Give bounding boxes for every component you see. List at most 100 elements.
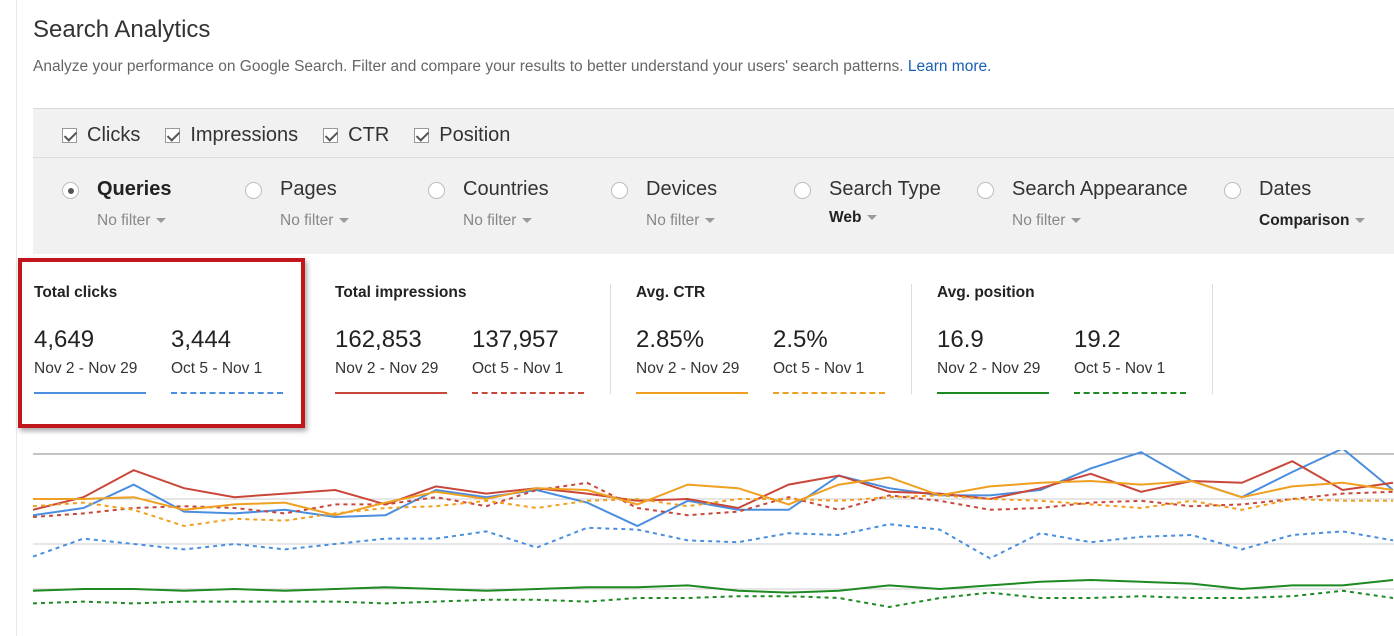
stat-previous-value: 3,444 (171, 326, 232, 353)
stat-previous: 19.2 Oct 5 - Nov 1 (1074, 326, 1165, 378)
stat-previous-value: 137,957 (472, 326, 559, 353)
stat-current-range: Nov 2 - Nov 29 (636, 360, 740, 377)
chart-grid (33, 453, 1394, 590)
series-line-position-previous (33, 589, 1394, 609)
filter-value: No filter (280, 212, 334, 229)
dimension-label: Pages (280, 178, 337, 200)
stat-previous-range: Oct 5 - Nov 1 (472, 360, 564, 377)
stat-current-value: 162,853 (335, 326, 422, 353)
dimension-filter-dropdown[interactable]: Comparison (1259, 212, 1366, 230)
checkbox-checked-icon[interactable] (165, 127, 181, 143)
page-left-border (16, 0, 17, 636)
dimension-label: Dates (1259, 178, 1312, 200)
series-line-impressions-current (33, 460, 1394, 511)
dimension-label: Search Type (829, 178, 941, 200)
dimension-filter-dropdown[interactable]: No filter (646, 212, 716, 230)
stat-previous: 2.5% Oct 5 - Nov 1 (773, 326, 864, 378)
dimension-filter-dropdown[interactable]: Web (829, 209, 878, 227)
stat-previous: 3,444 Oct 5 - Nov 1 (171, 326, 262, 378)
series-line-clicks-current (33, 450, 1394, 528)
radio-unselected-icon[interactable] (1224, 182, 1241, 199)
stat-current-range: Nov 2 - Nov 29 (937, 360, 1041, 377)
stat-separator (1212, 284, 1213, 394)
stat-previous-range: Oct 5 - Nov 1 (1074, 360, 1166, 377)
position-checkbox-label: Position (439, 123, 511, 146)
clicks-checkbox[interactable]: Clicks (62, 124, 140, 147)
performance-chart (33, 450, 1394, 609)
filter-value: No filter (97, 212, 151, 229)
stat-current-value: 2.85% (636, 326, 705, 353)
radio-unselected-icon[interactable] (794, 182, 811, 199)
stat-current-value: 16.9 (937, 326, 984, 353)
stat-previous-range: Oct 5 - Nov 1 (171, 360, 263, 377)
legend-line-solid (636, 392, 748, 394)
caret-down-icon (1355, 218, 1366, 224)
caret-down-icon (705, 218, 716, 224)
caret-down-icon (339, 218, 350, 224)
dimension-filter-dropdown[interactable]: No filter (280, 212, 350, 230)
position-checkbox[interactable]: Position (414, 124, 510, 147)
caret-down-icon (522, 218, 533, 224)
series-line-position-current (33, 578, 1394, 594)
caret-down-icon (867, 215, 878, 221)
stat-current: 4,649 Nov 2 - Nov 29 (34, 326, 137, 378)
stat-previous-value: 2.5% (773, 326, 828, 353)
stat-title: Total clicks (34, 284, 118, 301)
stat-current-range: Nov 2 - Nov 29 (34, 360, 138, 377)
checkbox-checked-icon[interactable] (323, 127, 339, 143)
dimension-label: Queries (97, 178, 172, 200)
stat-title: Total impressions (335, 284, 467, 301)
legend-line-solid (34, 392, 146, 394)
legend-line-dashed (472, 392, 584, 394)
metric-toggles: Clicks Impressions CTR Position (62, 122, 535, 148)
checkbox-checked-icon[interactable] (414, 127, 430, 143)
dimension-filter-dropdown[interactable]: No filter (1012, 212, 1082, 230)
radio-unselected-icon[interactable] (428, 182, 445, 199)
dimension-filter-dropdown[interactable]: No filter (97, 212, 167, 230)
radio-unselected-icon[interactable] (977, 182, 994, 199)
caret-down-icon (156, 218, 167, 224)
highlight-box (18, 258, 305, 428)
stat-separator (610, 284, 611, 394)
radio-unselected-icon[interactable] (245, 182, 262, 199)
stat-previous-range: Oct 5 - Nov 1 (773, 360, 865, 377)
stat-current-value: 4,649 (34, 326, 95, 353)
impressions-checkbox[interactable]: Impressions (165, 124, 298, 147)
learn-more-link[interactable]: Learn more. (907, 58, 992, 75)
dimension-label: Search Appearance (1012, 178, 1188, 200)
filter-value: Comparison (1259, 212, 1350, 229)
legend-line-dashed (773, 392, 885, 394)
ctr-checkbox[interactable]: CTR (323, 124, 389, 147)
stat-title: Avg. CTR (636, 284, 706, 301)
clicks-checkbox-label: Clicks (87, 123, 141, 146)
stat-title: Avg. position (937, 284, 1035, 301)
legend-line-solid (937, 392, 1049, 394)
stat-separator (911, 284, 912, 394)
stat-current: 2.85% Nov 2 - Nov 29 (636, 326, 739, 378)
filter-value: No filter (1012, 212, 1066, 229)
ctr-checkbox-label: CTR (348, 123, 390, 146)
page-subtitle: Analyze your performance on Google Searc… (33, 58, 991, 76)
legend-line-solid (335, 392, 447, 394)
checkbox-checked-icon[interactable] (62, 127, 77, 143)
stat-current-range: Nov 2 - Nov 29 (335, 360, 439, 377)
series-line-impressions-previous (33, 481, 1394, 518)
radio-selected-icon[interactable] (62, 182, 79, 199)
series-line-ctr-previous (33, 494, 1393, 528)
dimension-label: Devices (646, 178, 718, 200)
dimension-label: Countries (463, 178, 549, 200)
series-line-clicks-previous (33, 523, 1394, 560)
stat-previous-value: 19.2 (1074, 326, 1121, 353)
panel-divider (33, 157, 1394, 158)
stat-current: 16.9 Nov 2 - Nov 29 (937, 326, 1040, 378)
filter-value: Web (829, 209, 862, 226)
stat-current: 162,853 Nov 2 - Nov 29 (335, 326, 438, 378)
dimension-filter-dropdown[interactable]: No filter (463, 212, 533, 230)
radio-unselected-icon[interactable] (611, 182, 628, 199)
filter-panel (33, 108, 1394, 254)
caret-down-icon (1071, 218, 1082, 224)
legend-line-dashed (1074, 392, 1186, 394)
series-line-ctr-current (33, 476, 1394, 517)
page-title: Search Analytics (33, 16, 211, 43)
subtitle-text: Analyze your performance on Google Searc… (33, 58, 904, 75)
